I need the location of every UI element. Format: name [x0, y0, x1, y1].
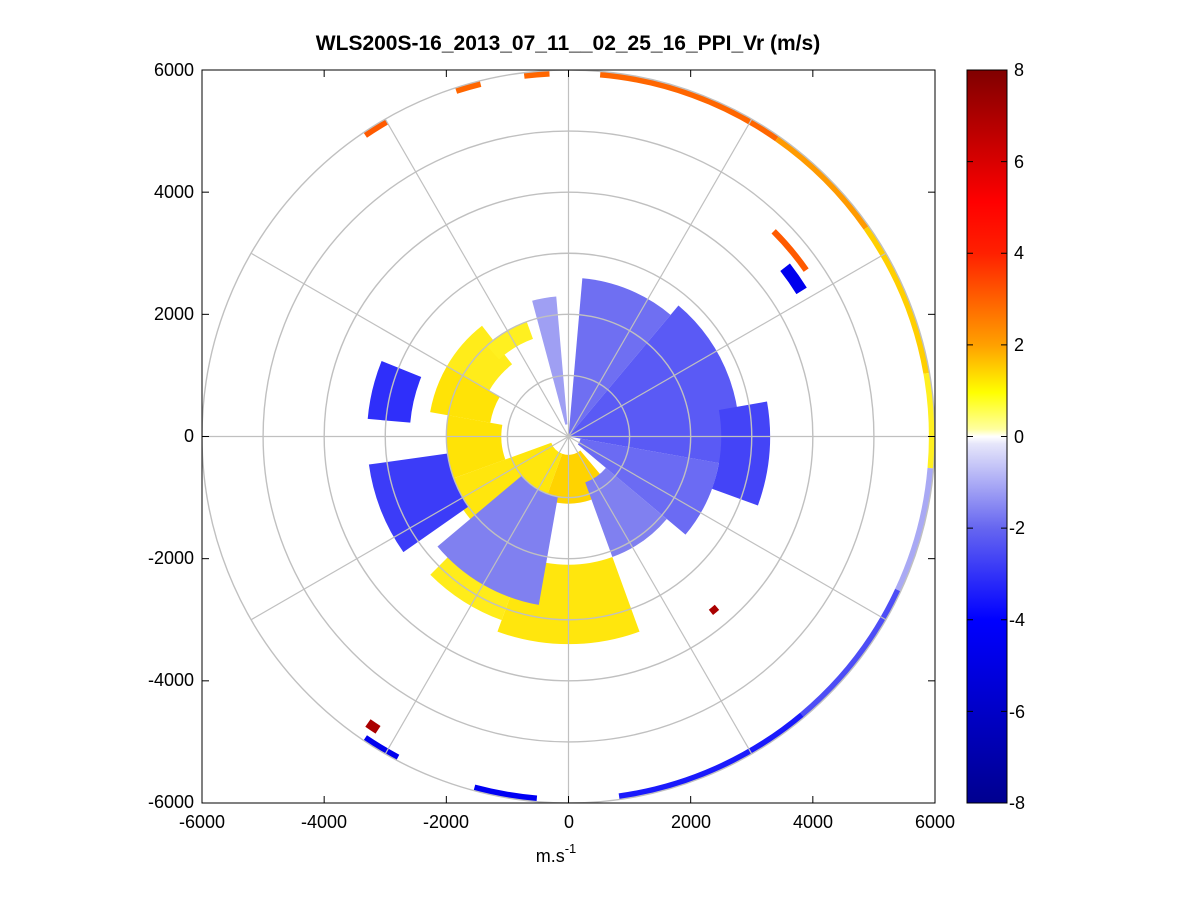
x-tick-label: 4000 [793, 812, 833, 832]
velocity-segment [367, 360, 422, 423]
velocity-segment [775, 136, 869, 230]
azimuth-spoke [568, 435, 887, 621]
colorbar-gradient [966, 69, 1008, 804]
velocity-segment [446, 415, 506, 479]
velocity-segment [708, 604, 720, 615]
velocity-segment [455, 80, 482, 94]
colorbar-tick-label: -2 [1009, 518, 1025, 538]
azimuth-spoke [567, 436, 753, 755]
velocity-segment [363, 735, 400, 761]
y-tick-label: 4000 [154, 182, 194, 202]
velocity-segment [711, 401, 771, 506]
colorbar-tick-label: -6 [1009, 702, 1025, 722]
x-tick-label: 2000 [671, 812, 711, 832]
azimuth-spoke [384, 436, 570, 755]
velocity-segment [486, 321, 533, 360]
colorbar-tick-label: -4 [1009, 610, 1025, 630]
x-axis-labels: -6000 -4000 -2000 0 2000 4000 6000 [179, 812, 955, 832]
y-tick-label: 2000 [154, 304, 194, 324]
axis-ticks [201, 69, 936, 804]
velocity-segment [895, 467, 934, 592]
colorbar-tick-label: 6 [1014, 152, 1024, 172]
colorbar-ticks [967, 69, 1007, 804]
x-axis-label: m.s-1 [536, 841, 577, 866]
velocity-segment [771, 229, 809, 272]
x-tick-label: -4000 [301, 812, 347, 832]
x-tick-label: -6000 [179, 812, 225, 832]
velocity-segment [363, 119, 389, 138]
y-tick-label: -2000 [148, 548, 194, 568]
azimuth-spoke [250, 252, 569, 438]
colorbar-tick-label: 4 [1014, 243, 1024, 263]
colorbar-tick-label: -8 [1009, 793, 1025, 813]
y-tick-label: -6000 [148, 792, 194, 812]
velocity-segment [473, 784, 538, 802]
x-tick-label: 0 [564, 812, 574, 832]
x-axis-label-exponent: -1 [565, 841, 577, 856]
azimuth-spoke [250, 435, 569, 621]
plot-area [201, 69, 936, 804]
velocity-segment [430, 366, 500, 423]
colorbar-tick-label: 2 [1014, 335, 1024, 355]
polar-grid [202, 70, 935, 803]
colorbar-tick-label: 8 [1014, 60, 1024, 80]
velocity-segment [568, 278, 671, 437]
velocity-segment [780, 263, 807, 295]
y-tick-label: 0 [184, 426, 194, 446]
y-axis-labels: 6000 4000 2000 0 -2000 -4000 -6000 [148, 60, 194, 812]
x-tick-label: -2000 [423, 812, 469, 832]
velocity-segment [585, 467, 667, 558]
velocity-segment [599, 71, 779, 142]
velocity-segment [365, 719, 381, 734]
azimuth-spoke [568, 252, 887, 438]
chart-title: WLS200S-16_2013_07_11__02_25_16_PPI_Vr (… [316, 32, 820, 55]
x-axis-label-base: m.s [536, 846, 565, 866]
velocity-segment [532, 296, 568, 425]
x-tick-label: 6000 [915, 812, 955, 832]
y-tick-label: -4000 [148, 670, 194, 690]
velocity-segment [618, 712, 805, 800]
azimuth-spoke [567, 118, 753, 437]
velocity-segment [863, 226, 930, 374]
colorbar: 8 6 4 2 0 -2 -4 -6 -8 [966, 60, 1025, 813]
y-tick-label: 6000 [154, 60, 194, 80]
velocity-segment [368, 453, 469, 553]
velocity-segment [800, 588, 901, 718]
azimuth-spoke [384, 118, 570, 437]
colorbar-tick-label: 0 [1014, 427, 1024, 447]
velocity-segment [568, 305, 740, 467]
velocity-segment [923, 372, 935, 469]
